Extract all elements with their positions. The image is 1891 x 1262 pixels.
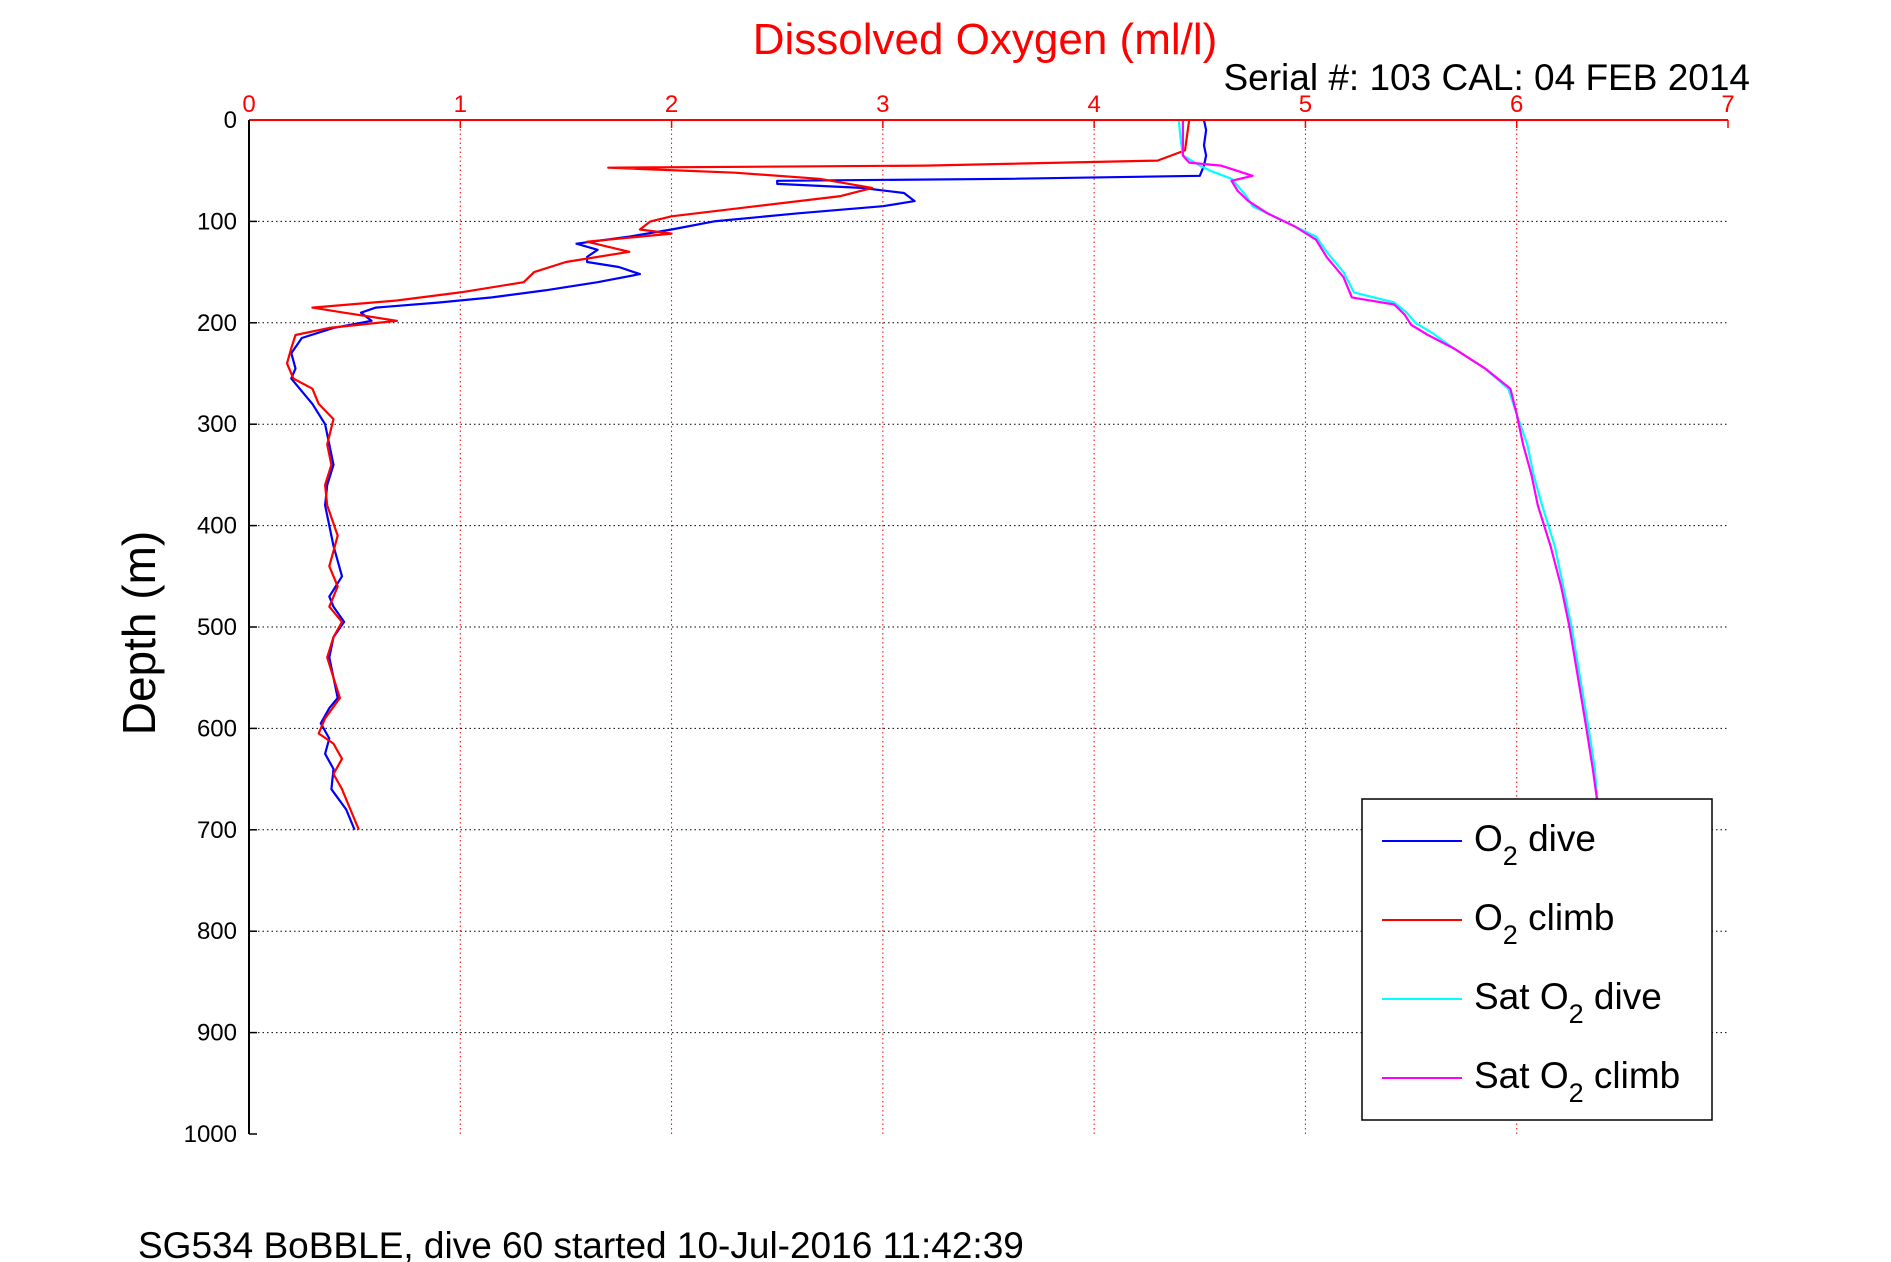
footer-caption: SG534 BoBBLE, dive 60 started 10-Jul-201… <box>138 1225 1024 1262</box>
legend: O2 dive O2 climb Sat O2 dive Sat O2 climb <box>1361 798 1713 1121</box>
y-axis-label: Depth (m) <box>113 531 165 735</box>
y-tick-label: 800 <box>197 918 237 945</box>
grid <box>249 120 1728 1134</box>
y-tick-label: 600 <box>197 715 237 742</box>
x-tick-label: 6 <box>1510 91 1523 118</box>
x-tick-label: 4 <box>1087 91 1100 118</box>
x-tick-label: 1 <box>454 91 467 118</box>
legend-label: Sat O2 dive <box>1474 976 1662 1029</box>
legend-label: O2 climb <box>1474 897 1614 950</box>
x-tick-label: 0 <box>242 91 255 118</box>
axes: 0 1 2 3 4 5 6 7 0 100 200 300 400 500 600 700 800 900 1000 <box>184 91 1735 1148</box>
y-tick-label: 200 <box>197 310 237 337</box>
series-line <box>1177 119 1599 800</box>
y-tick-label: 1000 <box>184 1121 237 1148</box>
y-tick-label: 700 <box>197 817 237 844</box>
legend-label: O2 dive <box>1474 818 1596 871</box>
legend-box <box>1361 798 1713 1121</box>
y-tick-label: 100 <box>197 208 237 235</box>
y-tick-label: 900 <box>197 1020 237 1047</box>
chart-subtitle: Serial #: 103 CAL: 04 FEB 2014 <box>1223 57 1750 98</box>
y-tick-label: 0 <box>224 107 237 134</box>
series-line <box>285 119 1191 831</box>
y-tick-label: 300 <box>197 411 237 438</box>
legend-label: Sat O2 climb <box>1474 1055 1680 1108</box>
y-tick-label: 400 <box>197 513 237 540</box>
series-line <box>1181 120 1599 800</box>
x-tick-label: 2 <box>665 91 678 118</box>
x-tick-label: 5 <box>1299 91 1312 118</box>
x-tick-label: 3 <box>876 91 889 118</box>
series-lines <box>285 119 1599 831</box>
chart-title: Dissolved Oxygen (ml/l) <box>753 15 1218 64</box>
y-tick-label: 500 <box>197 614 237 641</box>
series-line <box>290 119 1208 831</box>
x-tick-label: 7 <box>1721 91 1734 118</box>
